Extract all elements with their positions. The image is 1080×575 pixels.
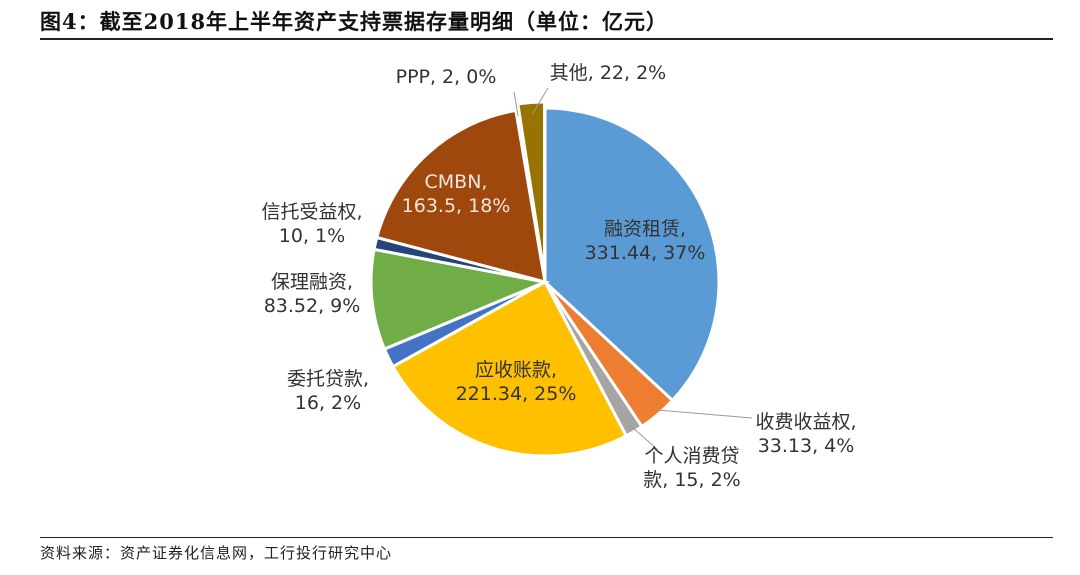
slice-label-line: 331.44, 37% [585, 242, 706, 264]
source-divider [40, 537, 1053, 538]
leader-line-2 [654, 409, 753, 419]
slice-label-line: 款, 15, 2% [643, 469, 740, 491]
leader-line-3 [630, 425, 659, 451]
pie-slice-10 [516, 100, 547, 277]
slice-label-2: 收费收益权, 33.13, 4% [755, 411, 856, 457]
slice-label-line: CMBN, [425, 171, 488, 193]
slice-label-line: 33.13, 4% [758, 435, 855, 457]
slice-label-line: 83.52, 9% [264, 295, 361, 317]
slice-label-line: 163.5, 18% [402, 195, 511, 217]
figure-title: 图4：截至2018年上半年资产支持票据存量明细（单位：亿元） [40, 9, 669, 34]
slice-label-6: 保理融资, 83.52, 9% [264, 271, 361, 317]
slice-label-line: 其他, 22, 2% [550, 62, 666, 84]
slice-label-3: 个人消费贷款, 15, 2% [643, 445, 740, 491]
slice-label-line: 10, 1% [279, 225, 345, 247]
slice-label-9: PPP, 2, 0% [396, 66, 497, 88]
slice-label-line: 个人消费贷 [644, 445, 739, 467]
pie-slice-1 [543, 106, 721, 403]
pie-slice-8 [374, 108, 547, 285]
slice-label-line: PPP, 2, 0% [396, 66, 497, 88]
title-divider [40, 38, 1053, 40]
slice-label-1: 融资租赁, 331.44, 37% [585, 218, 706, 264]
leader-line-9 [513, 91, 519, 117]
slice-label-line: 信托受益权, [261, 201, 362, 223]
slice-label-line: 16, 2% [295, 392, 361, 414]
slice-label-10: 其他, 22, 2% [550, 62, 666, 84]
leader-line-10 [531, 87, 549, 115]
slice-label-line: 融资租赁, [604, 218, 686, 240]
slice-label-8: CMBN, 163.5, 18% [402, 171, 511, 217]
slice-label-line: 委托贷款, [287, 368, 369, 390]
slice-label-4: 应收账款, 221.34, 25% [456, 359, 577, 405]
slice-label-5: 委托贷款, 16, 2% [287, 368, 369, 414]
slice-label-7: 信托受益权, 10, 1% [261, 201, 362, 247]
slice-label-line: 收费收益权, [755, 411, 856, 433]
pie-slice-4 [390, 279, 629, 458]
slice-label-line: 应收账款, [475, 359, 557, 381]
source-note: 资料来源：资产证券化信息网，工行投行研究中心 [40, 544, 393, 562]
slice-label-line: 保理融资, [271, 271, 353, 293]
slice-label-line: 221.34, 25% [456, 383, 577, 405]
